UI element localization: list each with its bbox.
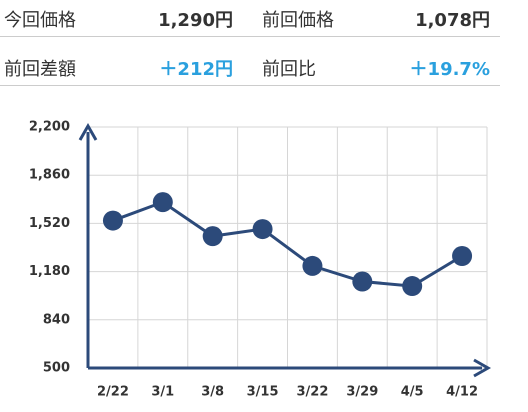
x-tick-label: 4/5 (401, 385, 424, 400)
marker (402, 276, 423, 297)
y-tick-label: 500 (43, 361, 70, 376)
y-tick-label: 1,180 (29, 264, 70, 279)
value: 1,078円 (415, 10, 490, 31)
x-tick-label: 3/8 (201, 385, 224, 400)
marker (102, 210, 123, 231)
label: 前回価格 (262, 10, 334, 31)
x-tick-label: 3/22 (296, 385, 328, 400)
marker (152, 192, 173, 213)
x-tick-label: 3/15 (247, 385, 279, 400)
x-tick-label: 3/1 (151, 385, 174, 400)
y-tick-label: 2,200 (29, 120, 70, 135)
summary-row: 今回価格 1,290円 前回価格 1,078円 (0, 0, 500, 37)
value: 1,290円 (158, 10, 233, 31)
marker (352, 271, 373, 292)
x-arrow (473, 358, 492, 378)
x-tick-label: 4/12 (446, 385, 478, 400)
y-tick-label: 1,860 (29, 168, 70, 183)
y-tick-label: 1,520 (29, 216, 70, 231)
label: 今回価格 (4, 10, 76, 31)
y-arrow (78, 122, 98, 141)
summary-row: 前回差額 ＋212円 前回比 ＋19.7% (0, 37, 500, 86)
marker (202, 226, 223, 247)
value: ＋212円 (159, 59, 233, 80)
value: ＋19.7% (409, 59, 490, 80)
label: 前回差額 (4, 59, 76, 80)
marker (452, 246, 473, 267)
x-tick-label: 3/29 (346, 385, 378, 400)
marker (302, 255, 323, 276)
label: 前回比 (262, 59, 316, 80)
y-tick-label: 840 (43, 312, 70, 327)
x-tick-label: 2/22 (97, 385, 129, 400)
marker (252, 219, 273, 240)
